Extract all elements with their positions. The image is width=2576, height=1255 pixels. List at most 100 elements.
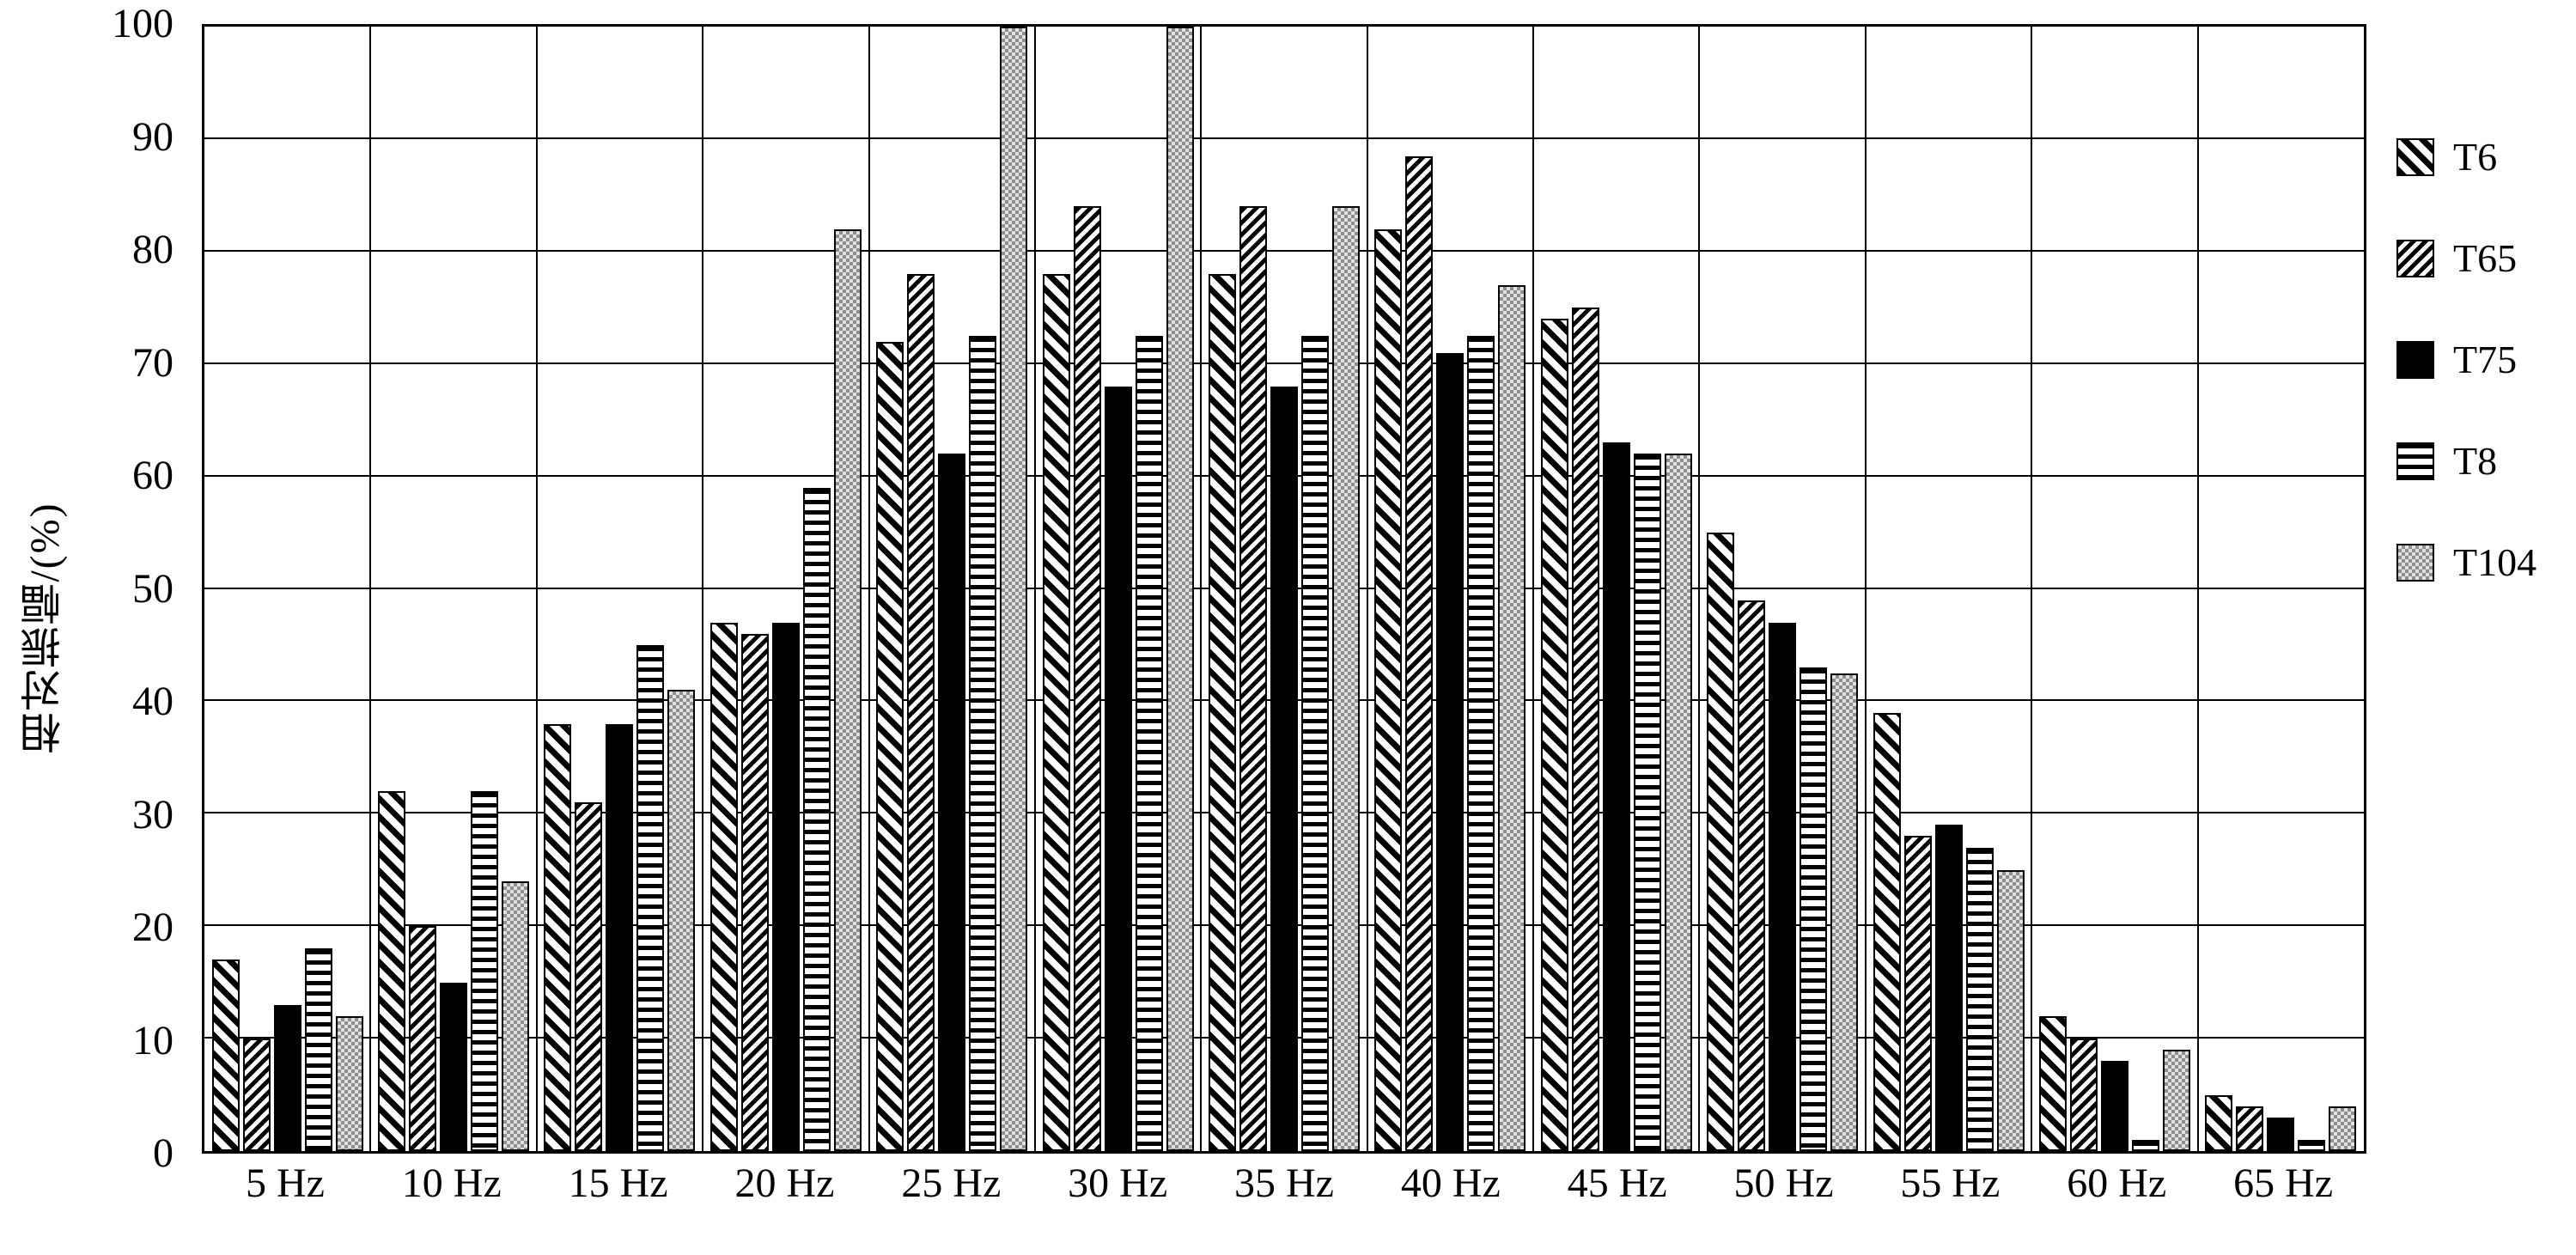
bar-group-55Hz [1866, 27, 2031, 1151]
plot-area [202, 24, 2366, 1154]
legend-item-T75: T75 [2396, 340, 2536, 380]
bar-group-30Hz [1035, 27, 1201, 1151]
bar-T6-40Hz [1374, 228, 1403, 1151]
bar-T6-15Hz [544, 723, 572, 1151]
bar-T65-30Hz [1073, 206, 1101, 1151]
legend-swatch-T6-icon [2396, 138, 2434, 176]
legend-swatch-T104-icon [2396, 544, 2434, 582]
legend-swatch-T65-icon [2396, 240, 2434, 277]
vertical-gridline [1033, 27, 1036, 1151]
vertical-gridline [1698, 27, 1701, 1151]
bar-T104-15Hz [667, 690, 696, 1151]
y-tick-label: 0 [153, 1130, 174, 1176]
vertical-gridline [1864, 27, 1867, 1151]
bar-T8-30Hz [1135, 335, 1163, 1151]
x-tick-label: 10 Hz [401, 1161, 502, 1206]
vertical-gridline [702, 27, 704, 1151]
bar-T8-65Hz [2298, 1139, 2326, 1151]
bar-T8-60Hz [2131, 1139, 2159, 1151]
y-tick-label: 20 [132, 905, 174, 950]
bar-T6-20Hz [709, 622, 738, 1151]
bar-group-60Hz [2031, 27, 2197, 1151]
bar-T75-40Hz [1436, 352, 1465, 1151]
x-tick-label: 20 Hz [734, 1161, 835, 1206]
bar-T6-10Hz [378, 791, 406, 1151]
bar-T8-20Hz [802, 487, 831, 1151]
bar-T104-60Hz [2162, 1050, 2190, 1151]
bar-T65-55Hz [1903, 836, 1932, 1151]
bar-T65-15Hz [575, 802, 603, 1151]
bar-group-45Hz [1533, 27, 1699, 1151]
x-tick-label: 35 Hz [1234, 1161, 1334, 1206]
bar-T75-25Hz [938, 454, 966, 1151]
x-tick-label: 60 Hz [2067, 1161, 2167, 1206]
legend-label: T104 [2453, 540, 2537, 584]
bar-T75-20Hz [771, 622, 800, 1151]
legend-item-T6: T6 [2396, 137, 2536, 177]
vertical-gridline [2196, 27, 2199, 1151]
y-tick-label: 10 [132, 1017, 174, 1063]
x-tick-label: 45 Hz [1567, 1161, 1667, 1206]
horizontal-gridline [204, 362, 2364, 364]
bar-T104-10Hz [502, 880, 530, 1151]
y-tick-label: 70 [132, 339, 174, 386]
bar-T8-5Hz [304, 948, 332, 1151]
legend-swatch-T75-icon [2396, 341, 2434, 379]
y-tick-label: 80 [132, 227, 174, 272]
bar-T6-35Hz [1208, 273, 1236, 1151]
bar-T8-40Hz [1467, 335, 1495, 1151]
bar-T6-55Hz [1873, 712, 1901, 1151]
bar-T65-45Hz [1571, 308, 1599, 1151]
vertical-gridline [1366, 27, 1368, 1151]
bar-T75-35Hz [1270, 386, 1298, 1151]
bar-T104-20Hz [833, 228, 862, 1151]
bar-T65-5Hz [242, 1039, 271, 1151]
x-tick-label: 15 Hz [568, 1161, 668, 1206]
y-tick-label: 60 [132, 453, 174, 498]
bar-T65-40Hz [1405, 155, 1434, 1151]
bar-T6-65Hz [2205, 1094, 2233, 1151]
legend: T6 T65 T75 T8 T104 [2396, 137, 2536, 582]
bar-T104-30Hz [1166, 27, 1194, 1151]
bar-T6-30Hz [1042, 273, 1070, 1151]
bar-group-50Hz [1699, 27, 1865, 1151]
bar-group-65Hz [2198, 27, 2364, 1151]
x-tick-label: 5 Hz [245, 1161, 325, 1206]
y-axis-title: 相对振幅/(%) [22, 501, 68, 754]
legend-item-T8: T8 [2396, 442, 2536, 481]
bar-group-40Hz [1367, 27, 1533, 1151]
vertical-gridline [868, 27, 870, 1151]
legend-item-T104: T104 [2396, 543, 2536, 582]
bar-T104-50Hz [1830, 673, 1859, 1151]
y-tick-label: 90 [132, 113, 174, 160]
bar-T65-50Hz [1738, 600, 1766, 1151]
legend-swatch-T8-icon [2396, 442, 2434, 480]
bar-T65-20Hz [740, 633, 769, 1151]
bar-T104-25Hz [1000, 27, 1028, 1151]
bar-T75-15Hz [606, 723, 634, 1151]
legend-label: T6 [2453, 135, 2498, 179]
bar-T6-60Hz [2038, 1015, 2067, 1151]
bar-T75-30Hz [1104, 386, 1132, 1151]
bar-T65-35Hz [1239, 206, 1267, 1151]
bar-T8-35Hz [1300, 335, 1329, 1151]
legend-label: T8 [2453, 439, 2498, 483]
vertical-gridline [2031, 27, 2033, 1151]
bar-T104-55Hz [1996, 869, 2025, 1151]
y-tick-label: 40 [132, 679, 174, 724]
bar-T104-45Hz [1664, 454, 1692, 1151]
bar-T6-50Hz [1707, 533, 1735, 1151]
bar-group-35Hz [1201, 27, 1367, 1151]
bar-T75-60Hz [2100, 1061, 2128, 1151]
horizontal-gridline [204, 137, 2364, 139]
bar-T104-40Hz [1498, 285, 1526, 1151]
bar-T75-55Hz [1934, 825, 1963, 1151]
bar-T8-50Hz [1800, 667, 1828, 1151]
bar-group-25Hz [869, 27, 1035, 1151]
bar-T8-15Hz [636, 644, 665, 1151]
vertical-gridline [369, 27, 372, 1151]
bar-group-10Hz [370, 27, 536, 1151]
bar-T104-5Hz [335, 1015, 363, 1151]
bar-T75-65Hz [2267, 1117, 2295, 1151]
legend-label: T75 [2453, 338, 2518, 381]
